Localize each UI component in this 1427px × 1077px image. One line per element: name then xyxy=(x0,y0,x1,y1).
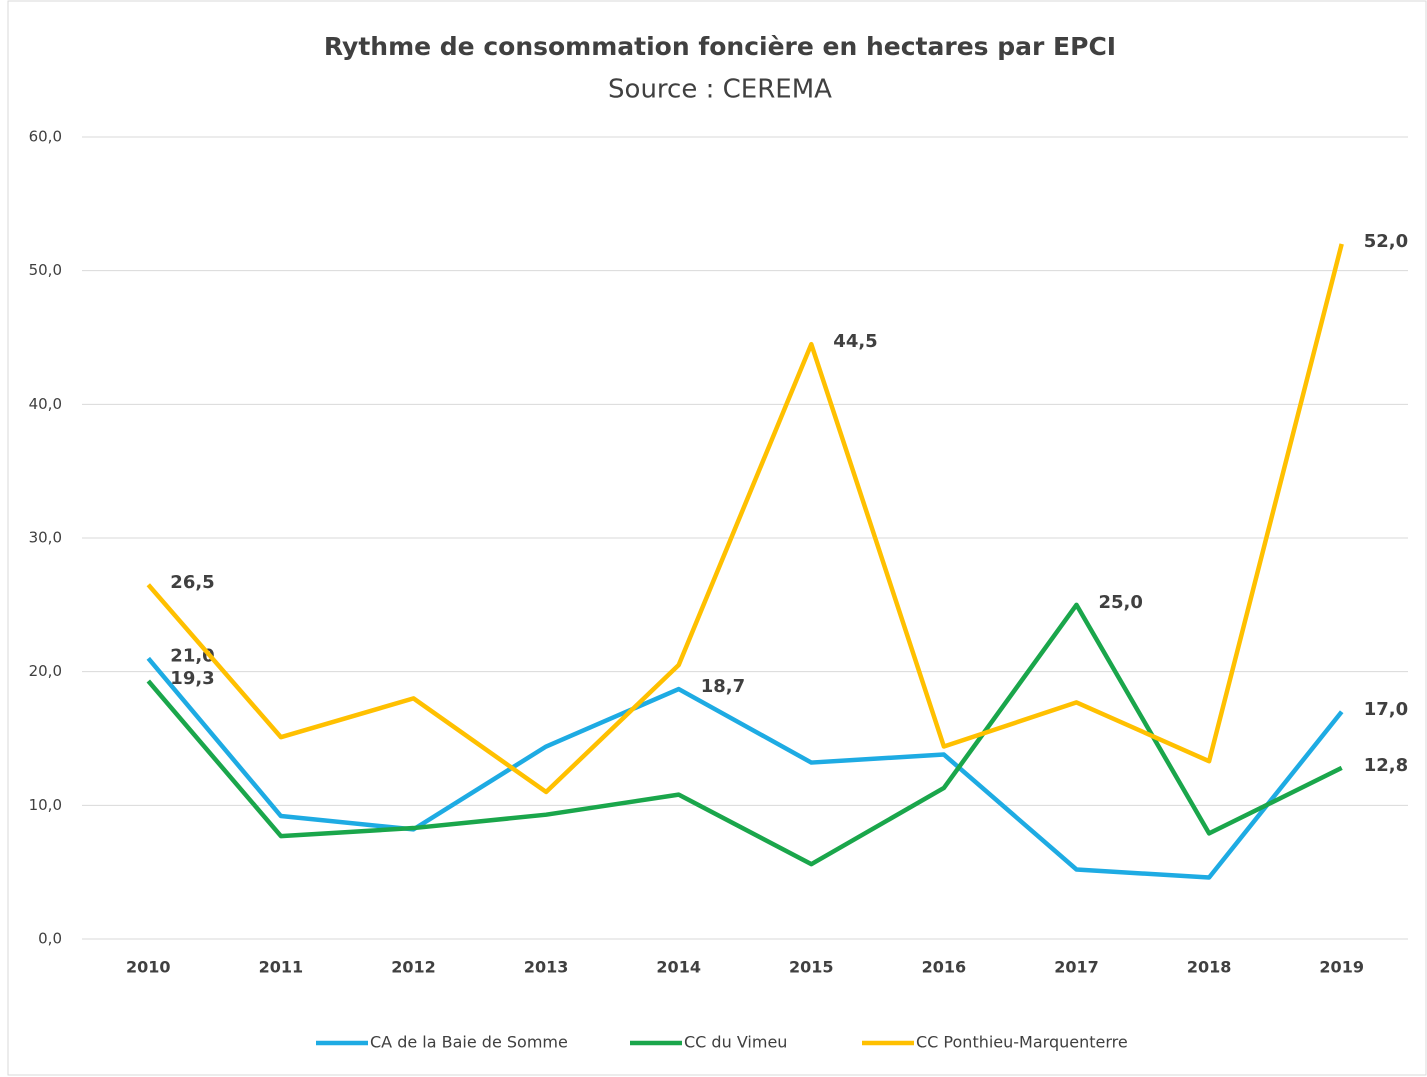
x-tick-label: 2016 xyxy=(922,958,967,977)
data-label: 19,3 xyxy=(170,668,214,689)
x-tick-label: 2018 xyxy=(1187,958,1232,977)
series-line xyxy=(146,656,1344,880)
y-tick-label: 0,0 xyxy=(38,930,62,948)
y-tick-label: 30,0 xyxy=(29,529,62,547)
x-tick-label: 2011 xyxy=(259,958,304,977)
y-tick-label: 50,0 xyxy=(29,261,62,279)
series-line xyxy=(146,243,1344,795)
x-tick-label: 2017 xyxy=(1054,958,1099,977)
x-tick-label: 2015 xyxy=(789,958,834,977)
x-tick-label: 2019 xyxy=(1319,958,1364,977)
legend-label: CC du Vimeu xyxy=(684,1033,787,1052)
y-tick-label: 40,0 xyxy=(29,395,62,413)
x-tick-label: 2014 xyxy=(656,958,701,977)
legend-label: CA de la Baie de Somme xyxy=(370,1033,568,1052)
data-label: 25,0 xyxy=(1099,592,1143,613)
x-tick-label: 2010 xyxy=(126,958,171,977)
data-label: 18,7 xyxy=(701,676,745,697)
y-tick-label: 10,0 xyxy=(29,796,62,814)
x-tick-label: 2013 xyxy=(524,958,569,977)
data-label: 52,0 xyxy=(1364,231,1408,252)
data-label: 17,0 xyxy=(1364,699,1408,720)
x-tick-label: 2012 xyxy=(391,958,436,977)
chart-title: Rythme de consommation foncière en hecta… xyxy=(324,32,1116,61)
series-line xyxy=(146,602,1343,867)
data-label: 26,5 xyxy=(170,572,214,593)
y-tick-label: 20,0 xyxy=(29,662,62,680)
chart-subtitle: Source : CEREMA xyxy=(608,75,832,105)
legend-label: CC Ponthieu-Marquenterre xyxy=(916,1033,1128,1052)
data-label: 44,5 xyxy=(833,331,877,352)
data-label: 12,8 xyxy=(1364,755,1408,776)
y-tick-label: 60,0 xyxy=(29,128,62,146)
